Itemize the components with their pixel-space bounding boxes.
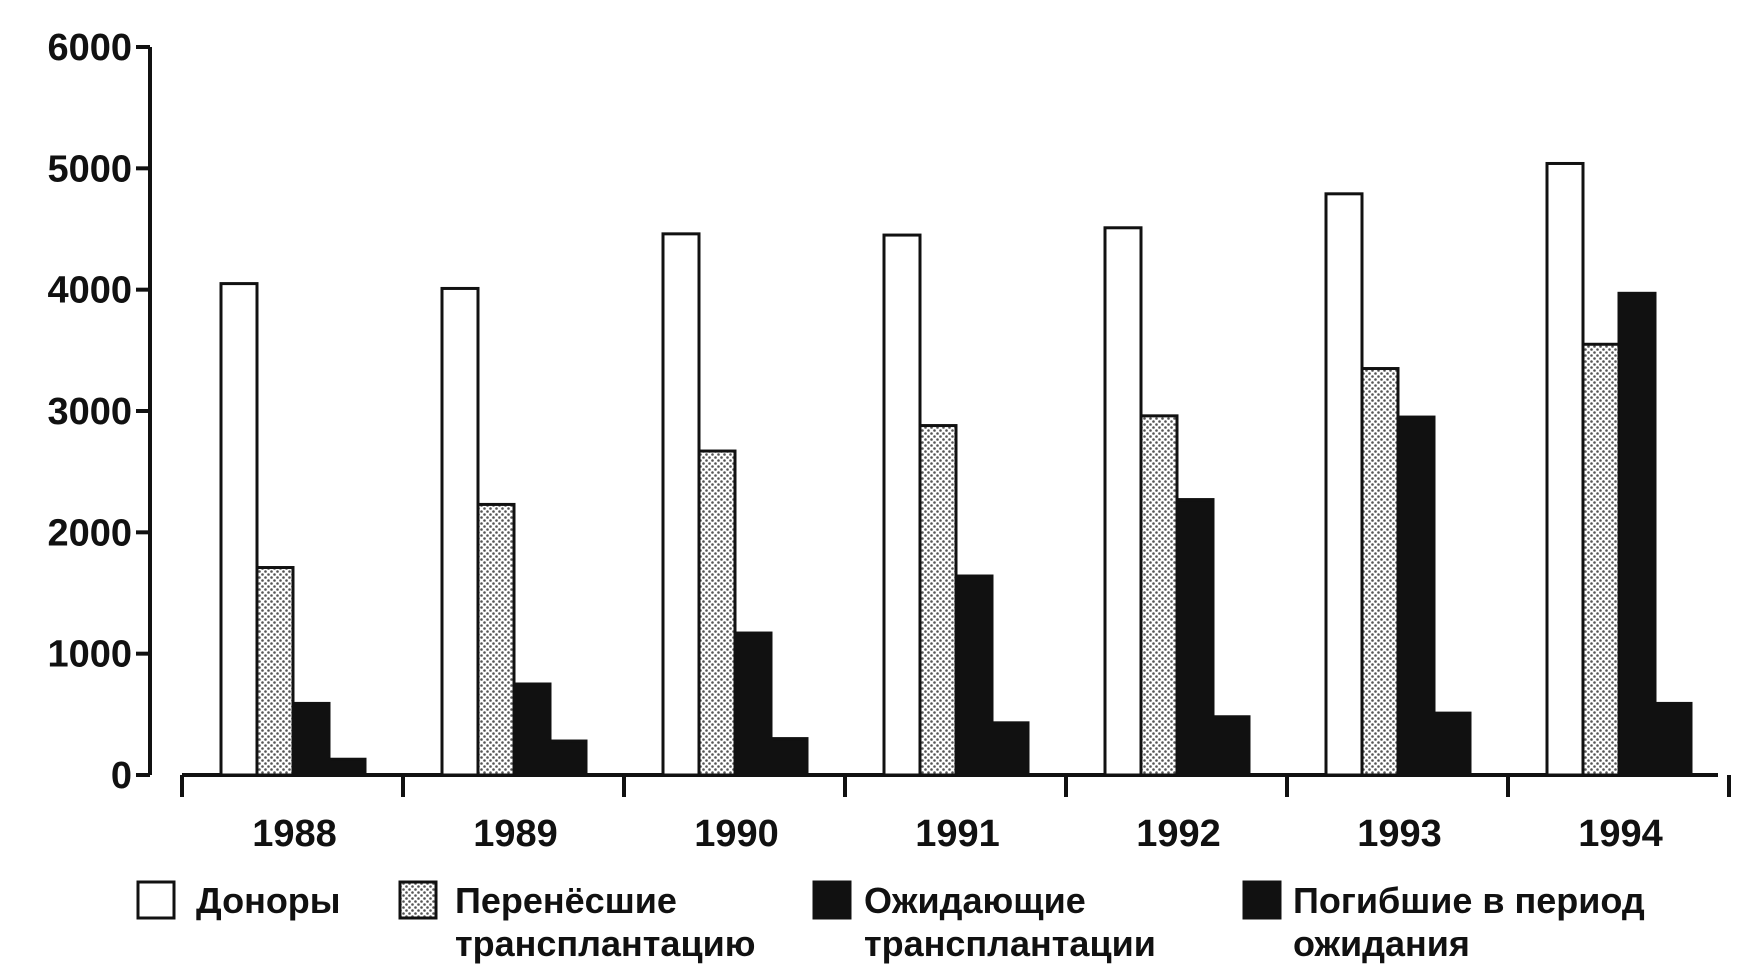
- bars: [219, 161, 1693, 777]
- bar-4-1991: [990, 721, 1030, 777]
- x-tick-label: 1991: [915, 813, 1000, 855]
- bar-1-1988: [219, 282, 259, 777]
- legend-label: Доноры: [196, 880, 341, 921]
- bar-1-1994: [1545, 161, 1585, 777]
- y-tick-label: 3000: [47, 391, 132, 433]
- x-tick-label: 1993: [1357, 813, 1442, 855]
- bar-2-1989: [476, 502, 516, 777]
- bar-4-1993: [1432, 711, 1472, 777]
- x-tick-label: 1994: [1578, 813, 1663, 855]
- bar-3-1989: [512, 682, 552, 777]
- y-tick-label: 5000: [47, 148, 132, 190]
- legend-label: Перенёсшие: [455, 880, 677, 921]
- bar-3-1988: [291, 701, 331, 777]
- y-axis: 0 1000 2000 3000 4000 5000 6000: [47, 27, 152, 797]
- y-tick-label: 0: [111, 755, 132, 797]
- bar-1-1989: [440, 286, 480, 777]
- bar-3-1994: [1617, 291, 1657, 777]
- bar-1-1990: [661, 232, 701, 777]
- legend-label: трансплантацию: [455, 923, 755, 964]
- legend-label: трансплантации: [864, 923, 1156, 964]
- bar-3-1993: [1396, 415, 1436, 777]
- bar-2-1994: [1581, 342, 1621, 777]
- x-tick-label: 1988: [252, 813, 337, 855]
- legend-label: Ожидающие: [864, 880, 1086, 921]
- legend-swatch: [1242, 880, 1282, 920]
- legend-label: Погибшие в период: [1293, 880, 1645, 921]
- bar-2-1991: [918, 424, 958, 777]
- bar-2-1988: [255, 566, 295, 777]
- legend-swatch: [812, 880, 852, 920]
- bar-2-1993: [1360, 367, 1400, 777]
- y-tick-label: 2000: [47, 512, 132, 554]
- bar-3-1990: [733, 631, 773, 777]
- x-tick-label: 1992: [1136, 813, 1221, 855]
- bar-4-1992: [1211, 715, 1251, 777]
- bar-3-1992: [1175, 498, 1215, 777]
- bar-2-1990: [697, 449, 737, 777]
- bar-4-1990: [769, 737, 809, 777]
- legend-swatch: [136, 880, 176, 920]
- bar-4-1989: [548, 739, 588, 777]
- y-tick-label: 6000: [47, 27, 132, 69]
- bar-1-1991: [882, 233, 922, 777]
- bar-1-1992: [1103, 226, 1143, 777]
- y-tick-label: 1000: [47, 634, 132, 676]
- legend-label: ожидания: [1293, 923, 1470, 964]
- bar-4-1988: [327, 757, 367, 777]
- legend-swatch: [398, 880, 438, 920]
- bar-3-1991: [954, 574, 994, 777]
- x-tick-label: 1989: [473, 813, 558, 855]
- bar-1-1993: [1324, 192, 1364, 777]
- x-axis: 1988 1989 1990 1991 1992 1993 1994: [180, 773, 1731, 855]
- bar-4-1994: [1653, 701, 1693, 777]
- y-tick-label: 4000: [47, 270, 132, 312]
- x-tick-label: 1990: [694, 813, 779, 855]
- bar-2-1992: [1139, 414, 1179, 777]
